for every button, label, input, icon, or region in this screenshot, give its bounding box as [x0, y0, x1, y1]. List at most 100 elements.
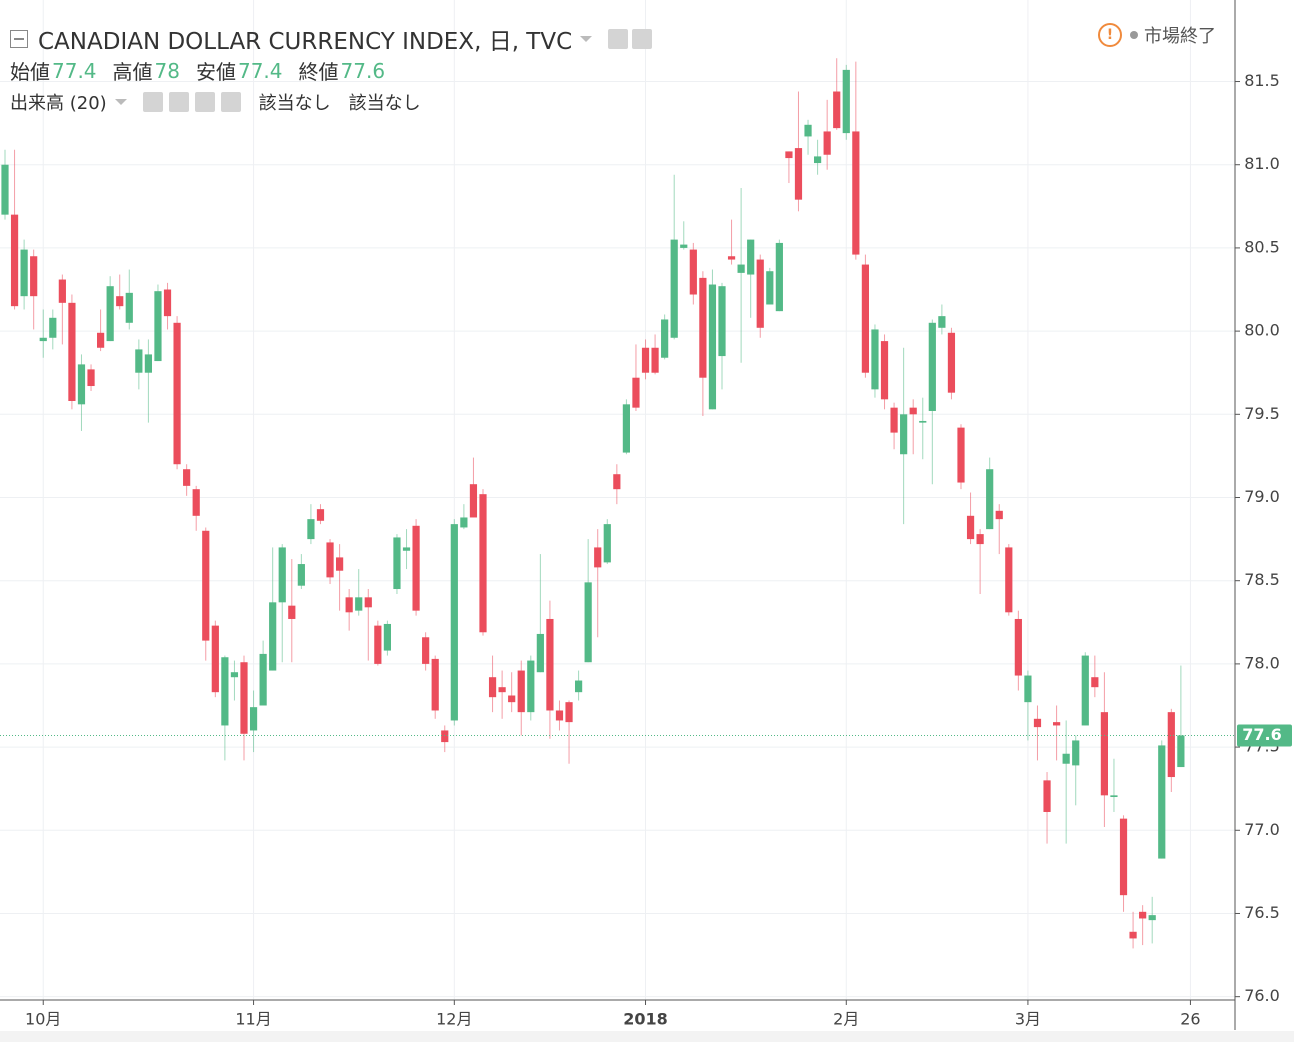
y-tick-label: 76.5: [1244, 903, 1280, 922]
title-row: CANADIAN DOLLAR CURRENCY INDEX, 日, TVC: [10, 22, 653, 56]
candle-body: [97, 332, 105, 348]
candle-body: [775, 242, 783, 312]
candle-body: [39, 337, 47, 342]
candle-body: [488, 677, 497, 698]
candle-body: [909, 407, 917, 415]
candle-body: [77, 364, 86, 405]
candle-body: [10, 214, 19, 307]
candle-body: [1129, 931, 1137, 939]
ohlc-label: 安値: [195, 60, 236, 84]
y-tick-label: 79.0: [1244, 487, 1280, 506]
candle-body: [823, 131, 831, 155]
candle-body: [680, 244, 688, 248]
ohlc-label: 始値: [10, 60, 50, 84]
candle-body: [890, 407, 898, 433]
candle-body: [919, 420, 927, 423]
candle-body: [249, 707, 258, 731]
candle-body: [211, 625, 219, 693]
candle-body: [498, 687, 506, 693]
candle-body: [718, 286, 726, 357]
candle-body: [986, 469, 994, 530]
candle-body: [135, 349, 143, 373]
last-price-label: 77.6: [1242, 725, 1281, 744]
candle-body: [230, 672, 239, 678]
dropdown-caret[interactable]: [580, 36, 593, 42]
candle-body: [163, 289, 172, 317]
volume-value: 該当なし: [348, 93, 421, 114]
candle-body: [517, 670, 525, 713]
candle-body: [651, 347, 659, 373]
candle-body: [603, 524, 611, 563]
settings-icon[interactable]: [168, 92, 189, 112]
candle-body: [1110, 795, 1118, 798]
candle-body: [469, 484, 478, 518]
ohlc-row: 始値 77.4 高値 78 安値 77.4 終値 77.6: [10, 56, 401, 85]
x-tick-label: 2月: [833, 1010, 859, 1029]
candle-body: [1014, 618, 1022, 676]
candle-body: [202, 530, 210, 641]
candle-body: [871, 329, 879, 390]
collapse-icon[interactable]: [10, 30, 28, 48]
candle-body: [546, 618, 554, 711]
candle-body: [947, 332, 956, 393]
candle-body: [479, 494, 487, 633]
candle-body: [336, 557, 344, 571]
candle-body: [900, 414, 908, 455]
y-tick-label: 76.0: [1244, 986, 1280, 1005]
ohlc-label: 終値: [298, 60, 339, 84]
candle-body: [278, 547, 286, 603]
candle-body: [661, 319, 669, 358]
candle-body: [699, 277, 707, 378]
x-tick-label: 3月: [1015, 1010, 1041, 1029]
candle-body: [1091, 677, 1099, 688]
candle-body: [632, 377, 640, 408]
candle-body: [192, 489, 200, 516]
candle-body: [1148, 915, 1156, 921]
candle-body: [20, 249, 28, 297]
candle-body: [536, 633, 544, 673]
ohlc-value: 77.6: [340, 58, 386, 83]
candle-body: [383, 623, 391, 651]
candle-body: [450, 524, 458, 721]
y-tick-label: 81.0: [1244, 154, 1280, 173]
bottom-toolbar: [0, 1031, 1294, 1042]
candle-body: [1177, 735, 1185, 768]
candle-body: [555, 710, 564, 721]
x-tick-label: 26: [1180, 1010, 1200, 1029]
candle-body: [269, 602, 277, 671]
y-tick-label: 80.0: [1244, 321, 1280, 340]
candle-body: [928, 322, 936, 411]
close-icon[interactable]: [220, 92, 241, 112]
axes: 76.076.577.077.578.078.579.079.580.080.5…: [25, 71, 1292, 1029]
y-tick-label: 78.5: [1244, 570, 1280, 589]
candle-body: [49, 317, 57, 338]
dropdown-caret[interactable]: [114, 99, 127, 105]
x-tick-label: 10月: [25, 1010, 61, 1029]
candle-body: [1062, 753, 1070, 764]
candle-body: [154, 291, 162, 362]
add-icon[interactable]: [194, 92, 215, 112]
candle-body: [441, 730, 449, 743]
candle-body: [1053, 722, 1061, 726]
volume-value: 該当なし: [258, 93, 331, 114]
eye-icon[interactable]: [142, 92, 163, 112]
eye-icon[interactable]: [608, 29, 629, 49]
candle-body: [30, 256, 38, 297]
candle-body: [326, 542, 334, 578]
candle-body: [1024, 675, 1032, 703]
y-tick-label: 80.5: [1244, 237, 1280, 256]
candle-body: [833, 91, 841, 129]
candle-body: [374, 625, 382, 664]
candle-body: [689, 249, 697, 295]
ohlc-value: 77.4: [237, 58, 283, 83]
candle-body: [422, 637, 430, 664]
volume-row: 出来高 (20) 該当なし 該当なし: [10, 89, 421, 115]
y-tick-label: 81.5: [1244, 71, 1280, 90]
settings-icon[interactable]: [632, 29, 653, 49]
candle-body: [794, 148, 803, 200]
warning-icon[interactable]: !: [1098, 23, 1122, 47]
chart-title: CANADIAN DOLLAR CURRENCY INDEX, 日, TVC: [38, 29, 573, 55]
candle-body: [1119, 818, 1128, 896]
candle-body: [670, 239, 678, 338]
